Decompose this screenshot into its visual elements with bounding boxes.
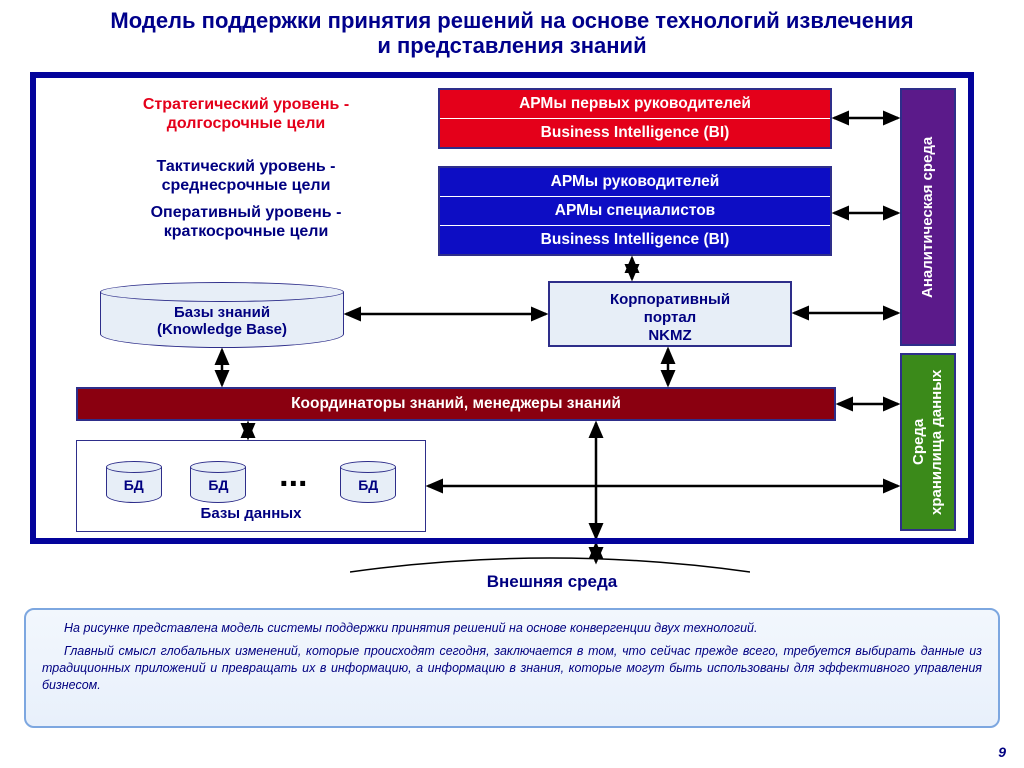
sidebar-analytic: Аналитическая среда xyxy=(900,88,956,346)
stack-blue: АРМы руководителей АРМы специалистов Bus… xyxy=(438,166,832,256)
arrow-to-external xyxy=(584,544,614,568)
sidebar-storage: Среда хранилища данных xyxy=(900,353,956,531)
db-ellipsis: ... xyxy=(275,456,311,501)
stack-red-row-0: АРМы первых руководителей xyxy=(440,90,830,119)
db-cyl-0: БД xyxy=(106,461,162,501)
databases-caption: Базы данных xyxy=(77,505,425,522)
databases-box: БД БД ... БД Базы данных xyxy=(76,440,426,532)
stack-blue-row-2: Business Intelligence (BI) xyxy=(440,226,830,254)
stack-red-row-1: Business Intelligence (BI) xyxy=(440,119,830,147)
level-operative: Оперативный уровень - краткосрочные цели xyxy=(86,204,406,242)
db-cyl-1: БД xyxy=(190,461,246,501)
portal-box: Корпоративный портал NKMZ xyxy=(548,281,792,347)
caption-box: На рисунке представлена модель системы п… xyxy=(24,608,1000,728)
external-env-label: Внешняя среда xyxy=(420,572,684,592)
page-title: Модель поддержки принятия решений на осн… xyxy=(0,8,1024,59)
coordinators-bar: Координаторы знаний, менеджеры знаний xyxy=(76,387,836,421)
caption-p1: На рисунке представлена модель системы п… xyxy=(42,620,982,637)
diagram-frame: Стратегический уровень - долгосрочные це… xyxy=(30,72,974,544)
level-strategic: Стратегический уровень - долгосрочные це… xyxy=(86,96,406,134)
stack-red: АРМы первых руководителей Business Intel… xyxy=(438,88,832,149)
level-tactical: Тактический уровень - среднесрочные цели xyxy=(86,158,406,196)
title-line2: и представления знаний xyxy=(377,33,646,58)
db-cyl-2: БД xyxy=(340,461,396,501)
page-number: 9 xyxy=(998,744,1006,760)
stack-blue-row-0: АРМы руководителей xyxy=(440,168,830,197)
title-line1: Модель поддержки принятия решений на осн… xyxy=(110,8,913,33)
stack-blue-row-1: АРМы специалистов xyxy=(440,197,830,226)
knowledge-base-label: Базы знаний (Knowledge Base) xyxy=(100,304,344,339)
caption-p2: Главный смысл глобальных изменений, кото… xyxy=(42,643,982,694)
knowledge-base-cylinder: Базы знаний (Knowledge Base) xyxy=(100,282,344,348)
